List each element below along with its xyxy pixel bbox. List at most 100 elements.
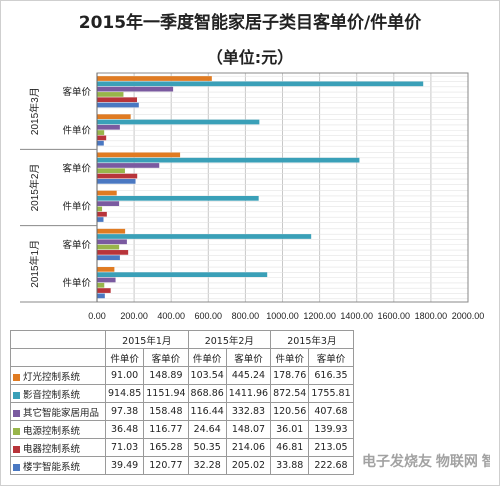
table-subheader: 客单价	[308, 348, 354, 367]
group-label: 2015年2月	[28, 164, 41, 212]
table-cell-unit-price: 872.54	[270, 384, 310, 403]
table-cell-unit-price: 116.44	[187, 402, 227, 421]
table-cell-unit-price: 914.85	[104, 384, 145, 403]
table-header-row: 2015年1月 2015年2月 2015年3月	[10, 330, 354, 349]
table-cell-order-price: 1755.81	[308, 384, 354, 403]
table-cell-order-price: 1151.94	[143, 384, 189, 403]
x-tick-label: 800.00	[232, 311, 260, 321]
table-row: 楼宇智能系统 39.49 120.77 32.28 205.02 33.88 222.68	[10, 456, 354, 475]
bar	[97, 168, 125, 174]
category-label: 件单价	[62, 201, 91, 213]
table-cell-order-price: 148.89	[143, 366, 189, 385]
table-cell-unit-price: 24.64	[187, 420, 227, 439]
watermark: 电子发烧友 物联网 智库	[360, 440, 500, 480]
table-cell-order-price: 445.24	[225, 366, 272, 385]
x-tick-label: 1800.00	[415, 311, 448, 321]
table-corner	[10, 330, 106, 349]
bar	[97, 140, 104, 146]
bar	[97, 234, 312, 239]
series-label: 影音控制系统	[10, 384, 106, 403]
table-subheader: 客单价	[143, 348, 189, 367]
bar	[97, 163, 160, 168]
category-label: 客单价	[62, 86, 91, 98]
x-tick-label: 200.00	[120, 311, 148, 321]
bar	[97, 293, 105, 299]
x-tick-label: 400.00	[157, 311, 185, 321]
legend-swatch	[13, 391, 20, 399]
series-label: 灯光控制系统	[10, 366, 106, 385]
table-month-header: 2015年3月	[270, 330, 354, 349]
chart-title: 2015年一季度智能家居子类目客单价/件单价	[78, 13, 422, 33]
table-row: 影音控制系统 914.85 1151.94 868.86 1411.96 872.54 17…	[10, 384, 354, 403]
x-tick-label: 600.00	[195, 311, 223, 321]
legend-swatch	[13, 373, 20, 381]
table-cell-order-price: 222.68	[308, 456, 354, 475]
table-cell-unit-price: 178.76	[270, 366, 310, 385]
x-tick-label: 2000.00	[452, 311, 485, 321]
table-cell-order-price: 407.68	[308, 402, 354, 421]
x-tick-label: 1400.00	[340, 311, 373, 321]
table-subheader: 件单价	[104, 348, 145, 367]
table-row: 其它智能家居用品 97.38 158.48 116.44 332.83 120.56 407…	[10, 402, 354, 421]
table-cell-unit-price: 32.28	[187, 456, 227, 475]
category-label: 客单价	[62, 162, 91, 174]
table-cell-unit-price: 103.54	[187, 366, 227, 385]
series-label: 其它智能家居用品	[10, 402, 106, 421]
series-name: 楼宇智能系统	[23, 461, 81, 473]
table-cell-unit-price: 33.88	[270, 456, 310, 475]
bar	[97, 135, 107, 141]
table-corner	[10, 348, 106, 367]
series-name: 其它智能家居用品	[23, 407, 100, 419]
category-label: 件单价	[62, 277, 91, 289]
bar	[97, 119, 260, 125]
table-subheader: 件单价	[270, 348, 310, 367]
bar	[97, 206, 103, 212]
bar	[97, 277, 116, 283]
series-label: 电源控制系统	[10, 420, 106, 439]
data-table: 2015年1月 2015年2月 2015年3月 件单价 客单价 件单价 客单价 件单价 客单价灯…	[10, 330, 354, 475]
group-label: 2015年3月	[28, 87, 41, 135]
table-cell-order-price: 1411.96	[225, 384, 272, 403]
table-cell-unit-price: 36.01	[270, 420, 310, 439]
bar	[97, 282, 105, 288]
bar	[97, 114, 131, 120]
bar	[97, 97, 138, 103]
series-name: 电源控制系统	[23, 425, 81, 437]
bar	[97, 124, 120, 130]
bar	[97, 179, 136, 184]
legend-swatch	[13, 409, 20, 417]
bar	[97, 76, 212, 81]
bar	[97, 217, 104, 222]
chart-subtitle: （单位:元）	[206, 48, 294, 67]
bar	[97, 92, 124, 97]
series-label: 电器控制系统	[10, 438, 106, 457]
table-cell-order-price: 158.48	[143, 402, 189, 421]
table-cell-order-price: 116.77	[143, 420, 189, 439]
bar	[97, 86, 174, 92]
table-cell-order-price: 148.07	[225, 420, 272, 439]
bar	[97, 288, 111, 293]
table-cell-order-price: 120.77	[143, 456, 189, 475]
table-cell-order-price: 213.05	[308, 438, 354, 457]
bar	[97, 102, 139, 108]
table-row: 电源控制系统 36.48 116.77 24.64 148.07 36.01 139.93	[10, 420, 354, 439]
table-cell-unit-price: 36.48	[104, 420, 145, 439]
table-cell-order-price: 616.35	[308, 366, 354, 385]
category-label: 客单价	[62, 239, 91, 251]
bar	[97, 152, 181, 158]
x-tick-label: 1000.00	[266, 311, 299, 321]
table-cell-unit-price: 120.56	[270, 402, 310, 421]
series-label: 楼宇智能系统	[10, 456, 106, 475]
bar	[97, 195, 259, 201]
bar	[97, 173, 138, 179]
table-cell-unit-price: 46.81	[270, 438, 310, 457]
table-cell-unit-price: 868.86	[187, 384, 227, 403]
legend-swatch	[13, 427, 20, 435]
bar	[97, 267, 115, 272]
bar	[97, 272, 268, 278]
bar	[97, 130, 105, 135]
bar	[97, 211, 107, 217]
table-subheader: 件单价	[187, 348, 227, 367]
series-name: 灯光控制系统	[23, 371, 81, 383]
table-month-header: 2015年2月	[187, 330, 272, 349]
